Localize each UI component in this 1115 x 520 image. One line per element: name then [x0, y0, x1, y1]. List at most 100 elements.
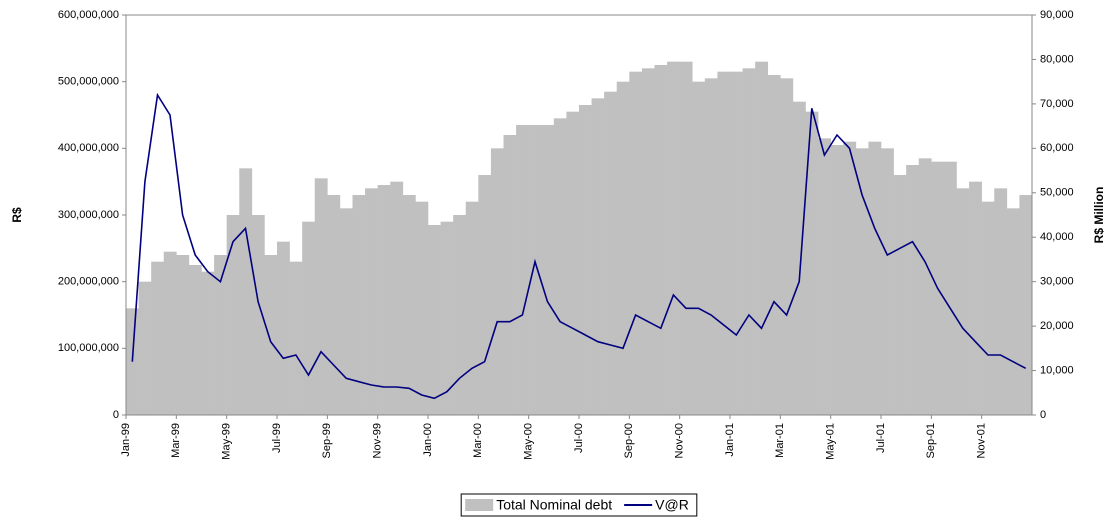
bar: [616, 81, 630, 416]
bar: [226, 215, 240, 415]
x-tick-label: May-01: [825, 423, 837, 460]
y-tick-label: 200,000,000: [58, 276, 119, 288]
bar: [264, 255, 278, 415]
bar: [629, 71, 643, 416]
bar: [1006, 208, 1020, 415]
bar: [994, 188, 1008, 415]
bar: [881, 148, 894, 416]
x-tick-label: Mar-01: [774, 423, 786, 458]
bar: [591, 98, 605, 415]
x-tick-label: Nov-01: [976, 423, 988, 458]
bar: [767, 75, 781, 415]
bar: [277, 241, 290, 415]
x-tick-label: Jul-99: [271, 423, 283, 453]
bar: [553, 118, 567, 415]
bar: [176, 255, 190, 415]
bar: [667, 61, 680, 416]
bar: [339, 208, 353, 415]
y2-tick-label: 70,000: [1040, 98, 1074, 110]
y2-axis-title: R$ Million: [1092, 187, 1106, 244]
legend-label: Total Nominal debt: [496, 497, 612, 513]
y-tick-label: 0: [113, 409, 119, 421]
bar: [742, 68, 756, 415]
bar: [893, 175, 907, 415]
x-tick-label: May-00: [523, 423, 535, 460]
y-tick-label: 100,000,000: [58, 342, 119, 354]
bar: [503, 135, 517, 415]
bar: [692, 81, 706, 416]
bar: [151, 261, 165, 415]
bar: [566, 111, 580, 416]
bar: [906, 165, 920, 415]
bar: [843, 141, 857, 415]
bar: [918, 158, 932, 416]
bar: [956, 188, 970, 415]
bar: [428, 225, 441, 415]
bar: [214, 255, 227, 415]
x-tick-label: Sep-99: [321, 423, 333, 458]
bar: [969, 181, 982, 415]
legend-label: V@R: [655, 497, 689, 513]
bar: [415, 201, 429, 415]
bar: [528, 125, 542, 415]
bar: [327, 195, 341, 415]
bar: [654, 65, 668, 415]
y2-tick-label: 50,000: [1040, 187, 1074, 199]
x-tick-label: Sep-01: [925, 423, 937, 458]
y2-tick-label: 0: [1040, 409, 1046, 421]
bar: [855, 148, 869, 416]
x-tick-label: Sep-00: [623, 423, 635, 458]
y2-tick-label: 60,000: [1040, 142, 1074, 154]
line: [131, 92, 1027, 400]
bar: [805, 111, 819, 416]
x-tick-label: Jan-01: [724, 423, 736, 457]
x-tick-label: Mar-99: [170, 423, 182, 458]
y2-tick-label: 90,000: [1040, 9, 1074, 21]
bar: [365, 188, 378, 415]
x-tick-label: Jan-99: [120, 423, 132, 457]
bar: [943, 161, 957, 415]
bar: [201, 271, 215, 415]
bar: [251, 215, 265, 415]
bar: [780, 78, 794, 415]
bar: [490, 148, 504, 416]
x-tick-label: Nov-99: [372, 423, 384, 458]
legend-box: [460, 493, 698, 517]
bar: [730, 71, 743, 416]
bar: [138, 281, 152, 415]
legend-swatch: [465, 499, 494, 511]
bar: [679, 61, 693, 416]
bar: [579, 105, 592, 415]
bar: [981, 201, 995, 415]
bar: [302, 221, 316, 415]
bar: [188, 265, 202, 415]
bar: [516, 125, 529, 415]
x-tick-label: Mar-00: [472, 423, 484, 458]
bar: [314, 178, 328, 415]
y-tick-label: 400,000,000: [58, 142, 119, 154]
bar: [704, 78, 718, 415]
y2-tick-label: 40,000: [1040, 231, 1074, 243]
bar: [453, 215, 467, 415]
bar: [352, 195, 366, 415]
bar: [465, 201, 479, 415]
bar: [541, 125, 555, 415]
x-tick-label: Jul-01: [875, 423, 887, 453]
x-tick-label: May-99: [221, 423, 233, 460]
bar: [478, 175, 492, 415]
bar: [792, 101, 806, 416]
bar: [717, 71, 731, 416]
bar: [830, 145, 844, 415]
bar: [868, 141, 882, 415]
y2-tick-label: 20,000: [1040, 320, 1074, 332]
y-axis-title: R$: [10, 207, 24, 223]
x-tick-label: Nov-00: [674, 423, 686, 458]
legend: Total Nominal debt V@R: [460, 493, 698, 517]
y2-tick-label: 10,000: [1040, 364, 1074, 376]
bar: [440, 221, 454, 415]
bar: [390, 181, 404, 415]
bar: [377, 185, 391, 415]
y-tick-label: 600,000,000: [58, 9, 119, 21]
y2-tick-label: 30,000: [1040, 276, 1074, 288]
